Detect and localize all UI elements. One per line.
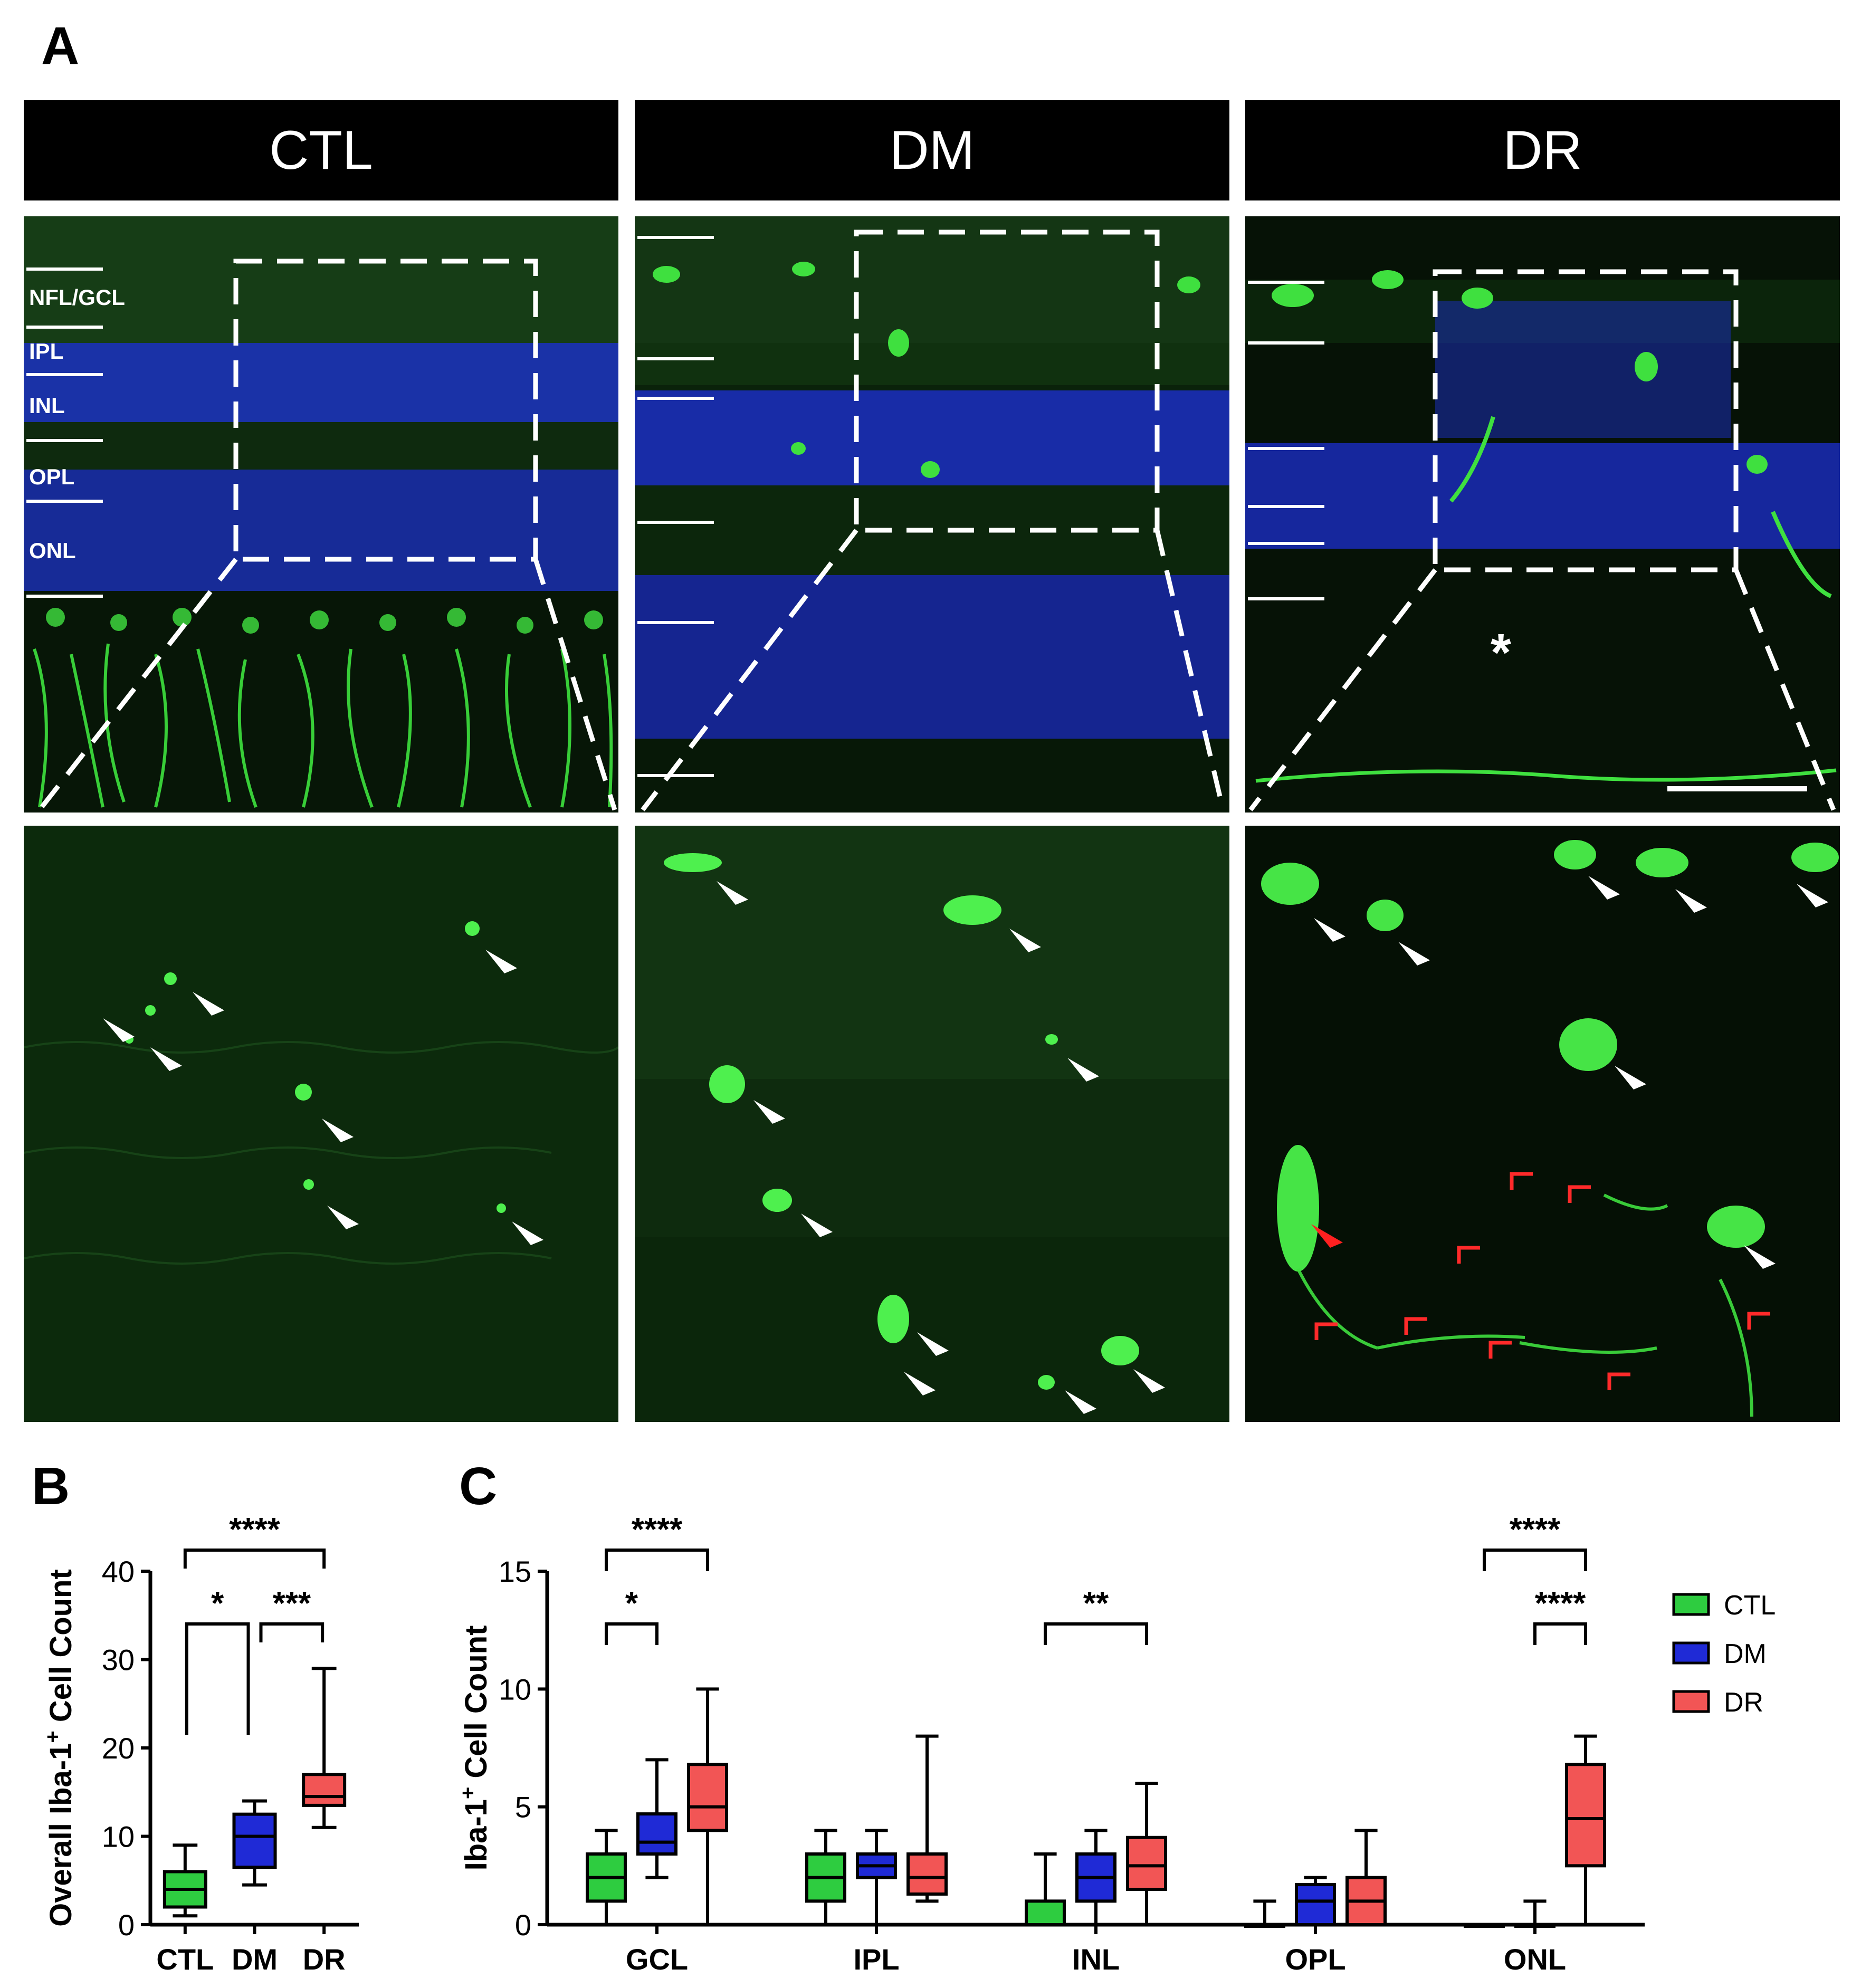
layer-label-opl: OPL [29, 464, 75, 489]
chart-b-xtick-label-1: DM [232, 1943, 278, 1976]
chart-b-ytick-label-3: 30 [102, 1643, 135, 1677]
chart-c-legend-label-dr: DR [1724, 1687, 1763, 1718]
header-dr: DR [1245, 100, 1840, 200]
chart-c-sig-3-label: **** [1510, 1512, 1561, 1548]
layer-label-inl: INL [29, 393, 65, 418]
micrograph-dm-zoom [635, 826, 1229, 1422]
header-ctl: CTL [24, 100, 618, 200]
layer-label-nfl-gcl: NFL/GCL [29, 285, 125, 310]
chart-c-legend-swatch-dr [1672, 1690, 1710, 1713]
chart-b-dr-box [302, 1773, 347, 1807]
chart-c-xtick-label-3: OPL [1285, 1943, 1345, 1976]
chart-c-legend-label-dm: DM [1724, 1639, 1767, 1669]
layer-label-ipl: IPL [29, 339, 64, 364]
chart-b-ylabel: Overall Iba-1+ Cell Count [41, 1569, 78, 1927]
chart-b-dm-box [232, 1812, 277, 1869]
chart-c-dm-opl-box [1295, 1883, 1336, 1926]
chart-c-sig-0-bracket [605, 1549, 709, 1571]
chart-b-sig-1-bracket [185, 1622, 250, 1735]
dr-asterisk: * [1491, 623, 1511, 682]
micrograph-dr-zoom [1245, 826, 1840, 1422]
chart-c-sig-0-label: **** [632, 1512, 683, 1548]
chart-c-ytick-label-2: 10 [499, 1672, 531, 1706]
chart-b-sig-0-label: **** [229, 1512, 280, 1548]
chart-c-ctl-inl-box [1025, 1899, 1066, 1926]
chart-c-xtick-label-4: ONL [1504, 1943, 1566, 1976]
chart-c-dr-gcl-box [687, 1763, 728, 1832]
chart-c-dr-onl-box [1565, 1763, 1606, 1868]
chart-c-sig-4-bracket [1533, 1622, 1587, 1645]
chart-c-ytick-label-1: 5 [515, 1791, 531, 1824]
chart-b-ytick-label-1: 10 [102, 1820, 135, 1853]
chart-b-sig-2-label: *** [273, 1585, 311, 1622]
panel-a-label: A [41, 16, 80, 75]
panel-b-label: B [32, 1457, 70, 1516]
chart-c-dr-ipl-box [906, 1852, 948, 1896]
header-dm: DM [635, 100, 1229, 200]
chart-c-sig-2-bracket [1044, 1622, 1148, 1645]
chart-c-xtick-label-2: INL [1072, 1943, 1120, 1976]
chart-c-ylabel: Iba-1+ Cell Count [456, 1626, 493, 1871]
chart-c-xtick-label-0: GCL [626, 1943, 688, 1976]
chart-c-dr-inl-box [1126, 1836, 1167, 1891]
chart-c-sig-1-label: * [625, 1585, 638, 1622]
chart-c-legend-swatch-ctl [1672, 1593, 1710, 1616]
layer-label-onl: ONL [29, 538, 76, 563]
chart-c-xtick-label-1: IPL [853, 1943, 899, 1976]
chart-b-sig-1-label: * [211, 1585, 224, 1622]
chart-c-ytick-label-0: 0 [515, 1908, 531, 1942]
chart-c-dm-gcl-box [636, 1812, 677, 1856]
chart-b-xtick-label-2: DR [303, 1943, 346, 1976]
chart-b-ytick-label-4: 40 [102, 1555, 135, 1588]
micrograph-ctl-zoom [24, 826, 618, 1422]
chart-c-legend-swatch-dm [1672, 1641, 1710, 1665]
chart-c-sig-4-label: **** [1535, 1585, 1586, 1622]
chart-b-ytick-label-2: 20 [102, 1732, 135, 1765]
chart-c-sig-2-label: ** [1083, 1585, 1109, 1622]
chart-b-xtick-label-0: CTL [156, 1943, 214, 1976]
header-ctl-label: CTL [269, 119, 373, 181]
chart-c-sig-3-bracket [1483, 1549, 1587, 1571]
chart-c-ytick-label-3: 15 [499, 1555, 531, 1588]
panel-c-label: C [459, 1457, 498, 1516]
micrograph-dr-overview: * [1245, 216, 1840, 813]
header-dm-label: DM [889, 119, 975, 181]
chart-b-sig-0-bracket [183, 1549, 326, 1569]
chart-c-legend-label-ctl: CTL [1724, 1590, 1776, 1621]
chart-c-sig-1-bracket [605, 1622, 658, 1645]
chart-b: 0 10 20 30 40 Overall Iba-1+ Cell Count CTL DM D… [41, 1512, 359, 1976]
chart-b-ytick-label-0: 0 [118, 1908, 135, 1942]
micrograph-dm-overview [635, 216, 1229, 813]
micrograph-ctl-overview: NFL/GCL IPL INL OPL ONL [24, 216, 618, 813]
chart-b-sig-2-bracket [259, 1622, 325, 1642]
header-dr-label: DR [1503, 119, 1582, 181]
